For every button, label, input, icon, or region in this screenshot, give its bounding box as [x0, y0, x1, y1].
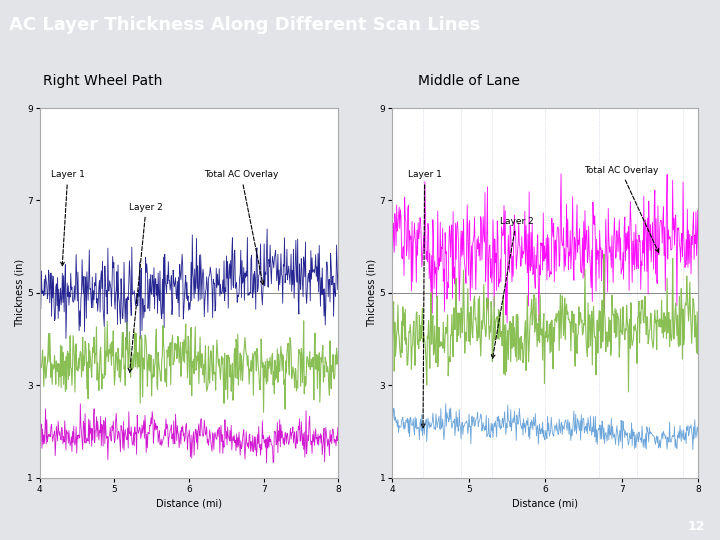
Text: Middle of Lane: Middle of Lane: [418, 74, 520, 88]
Text: Layer 2: Layer 2: [128, 202, 163, 372]
X-axis label: Distance (mi): Distance (mi): [156, 498, 222, 508]
Text: Layer 1: Layer 1: [51, 170, 85, 266]
X-axis label: Distance (mi): Distance (mi): [513, 498, 578, 508]
Text: Right Wheel Path: Right Wheel Path: [43, 74, 163, 88]
Text: Layer 1: Layer 1: [408, 170, 441, 428]
Text: Total AC Overlay: Total AC Overlay: [584, 166, 659, 252]
Text: Total AC Overlay: Total AC Overlay: [204, 170, 279, 285]
Text: 12: 12: [688, 520, 706, 533]
Text: Layer 2: Layer 2: [491, 217, 534, 359]
Y-axis label: Thickness (in): Thickness (in): [367, 259, 377, 327]
Text: AC Layer Thickness Along Different Scan Lines: AC Layer Thickness Along Different Scan …: [9, 16, 480, 35]
Y-axis label: Thickness (in): Thickness (in): [14, 259, 24, 327]
